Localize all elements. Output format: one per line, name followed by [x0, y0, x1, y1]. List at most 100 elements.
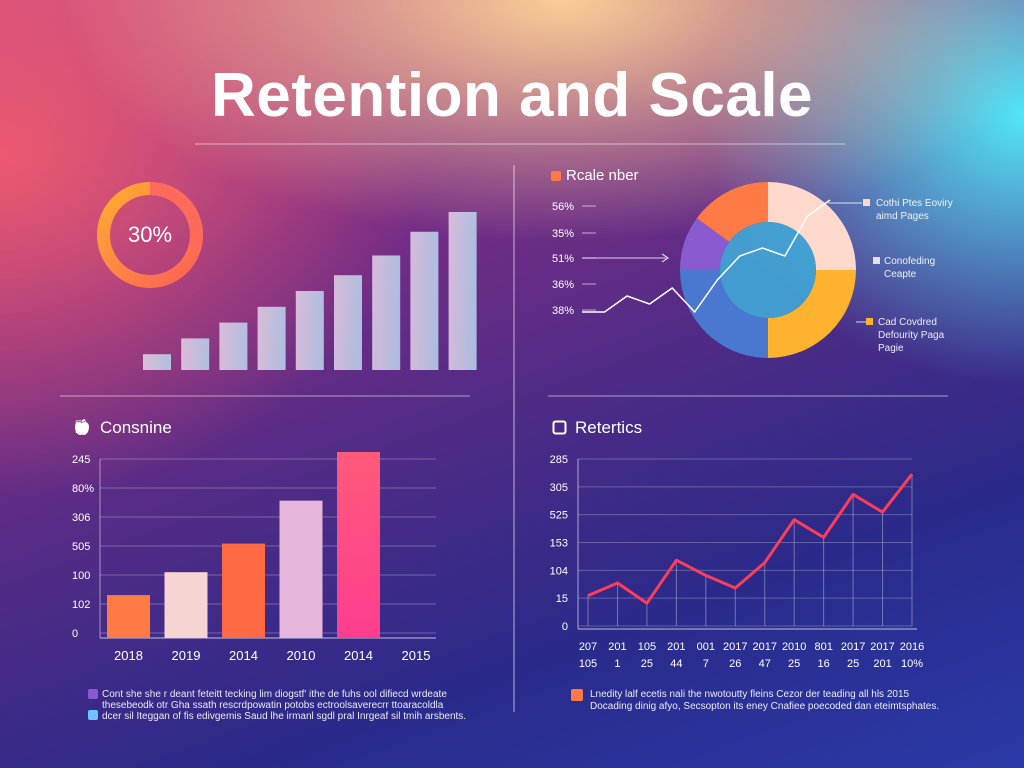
top-right-overlay-line [582, 199, 831, 314]
pointer-arrow [661, 253, 669, 263]
apple-icon-shape [75, 419, 89, 435]
bar-2014-4 [337, 452, 380, 638]
x-tick-label: 2010 [287, 648, 316, 663]
x-tick-label: 207 [579, 641, 597, 653]
bar-2 [181, 338, 210, 370]
y-tick-label: 0 [562, 621, 568, 633]
x-tick-label: 801 [814, 641, 832, 653]
bar-7 [372, 255, 401, 370]
y-tick-label: 35% [552, 228, 574, 240]
y-tick-label: 104 [550, 565, 568, 577]
pie-legend-label-1: Cothi Ptes Eoviry aimd Pages [876, 198, 953, 222]
caption-marker-violet [88, 689, 98, 699]
left-caption-line-1: Cont she she r deant feteitt tecking lim… [102, 689, 447, 700]
pie-slice-1 [768, 182, 856, 270]
bar-1 [143, 354, 171, 370]
x-tick-label: 2019 [172, 648, 201, 663]
bar-4 [257, 306, 286, 370]
x-sub-label: 10% [901, 658, 923, 670]
x-sub-label: 25 [847, 658, 859, 670]
pie-legend-label-3: Cad Covdred Defourity Paga Pagie [878, 317, 945, 354]
left-caption-line-2: dcer sil Iteggan of fis edivgemis Saud l… [102, 711, 467, 722]
x-sub-label: 1 [614, 658, 620, 670]
left-caption-line-extra: thesebeodk otr Gha ssath rescrdpowatin p… [102, 700, 444, 711]
donut-gauge [96, 182, 203, 288]
right-caption-line-1: Lnedity lalf ecetis nali the nwotoutty f… [590, 689, 910, 700]
x-tick-label: 201 [667, 641, 685, 653]
x-tick-label: 2014 [229, 648, 258, 663]
x-tick-label: 105 [638, 641, 656, 653]
bar-2019-1 [164, 572, 208, 638]
bar-6 [334, 275, 362, 370]
top-right-y-axis: 56% 35% 51% 36% 38% [552, 201, 669, 317]
x-sub-label: 25 [641, 658, 653, 670]
y-tick-label: 305 [550, 482, 568, 494]
top-right-chart-title: Rcale nber [566, 167, 639, 184]
y-tick-label: 102 [72, 599, 90, 611]
y-tick-label: 285 [550, 454, 568, 466]
x-tick-label: 2014 [344, 648, 373, 663]
x-sub-label: 25 [788, 658, 800, 670]
x-tick-label: 2018 [114, 648, 143, 663]
y-tick-label: 245 [72, 454, 90, 466]
x-tick-label: 201 [608, 641, 626, 653]
legend-marker-1 [863, 199, 870, 206]
y-tick-label: 15 [556, 593, 568, 605]
x-sub-label: 47 [759, 658, 771, 670]
square-icon [552, 420, 567, 435]
donut-percent-label: 30% [127, 222, 173, 247]
bottom-left-bar-chart: 2018 2019 2014 2010 2014 2015 [107, 452, 430, 663]
top-right-title-marker [551, 171, 561, 181]
bar-2010-3 [279, 500, 323, 638]
bottom-left-chart-title: Consnine [100, 418, 172, 437]
right-caption-line-2: Docading dinig afyo, Secsopton its eney … [590, 701, 940, 712]
top-left-bar-chart [143, 212, 477, 370]
x-sub-label: 105 [579, 658, 597, 670]
x-tick-label: 2010 [782, 641, 806, 653]
y-tick-label: 525 [550, 510, 568, 522]
y-tick-label: 0 [72, 628, 78, 640]
bottom-right-grid: 285 305 525 153 104 15 0 [550, 454, 917, 633]
x-sub-label: 201 [873, 658, 891, 670]
bar-2018-0 [107, 595, 150, 638]
legend-marker-2 [873, 257, 880, 264]
bar-8 [410, 231, 439, 370]
y-tick-label: 100 [72, 570, 90, 582]
bar-9 [448, 212, 477, 370]
x-tick-label: 2017 [841, 641, 865, 653]
y-tick-label: 153 [550, 538, 568, 550]
bottom-right-line-chart: 207 105 201 1 105 25 201 44 001 7 2017 26 2017 47 2010… [579, 473, 924, 670]
x-tick-label: 2016 [900, 641, 924, 653]
x-tick-label: 2017 [870, 641, 894, 653]
bar-2014-2 [222, 543, 265, 638]
x-tick-label: 2017 [723, 641, 747, 653]
y-tick-label: 51% [552, 253, 574, 265]
legend-marker-3 [866, 318, 873, 325]
pie-slice-2 [768, 270, 856, 358]
pie-slice-3 [680, 270, 768, 358]
donut-value-arc [150, 182, 203, 252]
overlay-series-line [582, 199, 831, 314]
caption-marker-orange [571, 689, 583, 701]
pie-legend-label-2: Conofeding Ceapte [884, 256, 936, 280]
bar-5 [295, 291, 324, 370]
x-sub-label: 16 [818, 658, 830, 670]
x-sub-label: 44 [670, 658, 682, 670]
caption-marker-cyan [88, 710, 98, 720]
pie-slice-5 [696, 182, 768, 242]
y-tick-label: 80% [72, 483, 94, 495]
top-right-legend-markers [828, 199, 880, 325]
x-sub-label: 26 [729, 658, 741, 670]
y-tick-label: 38% [552, 305, 574, 317]
pie-center [720, 222, 816, 318]
y-tick-label: 36% [552, 279, 574, 291]
x-sub-label: 7 [703, 658, 709, 670]
page-title: Retention and Scale [210, 61, 814, 130]
x-tick-label: 2017 [752, 641, 776, 653]
pie-slice-4 [680, 218, 730, 270]
y-tick-label: 306 [72, 512, 90, 524]
top-right-donut-chart [680, 182, 856, 358]
y-tick-label: 505 [72, 541, 90, 553]
x-tick-label: 001 [697, 641, 715, 653]
